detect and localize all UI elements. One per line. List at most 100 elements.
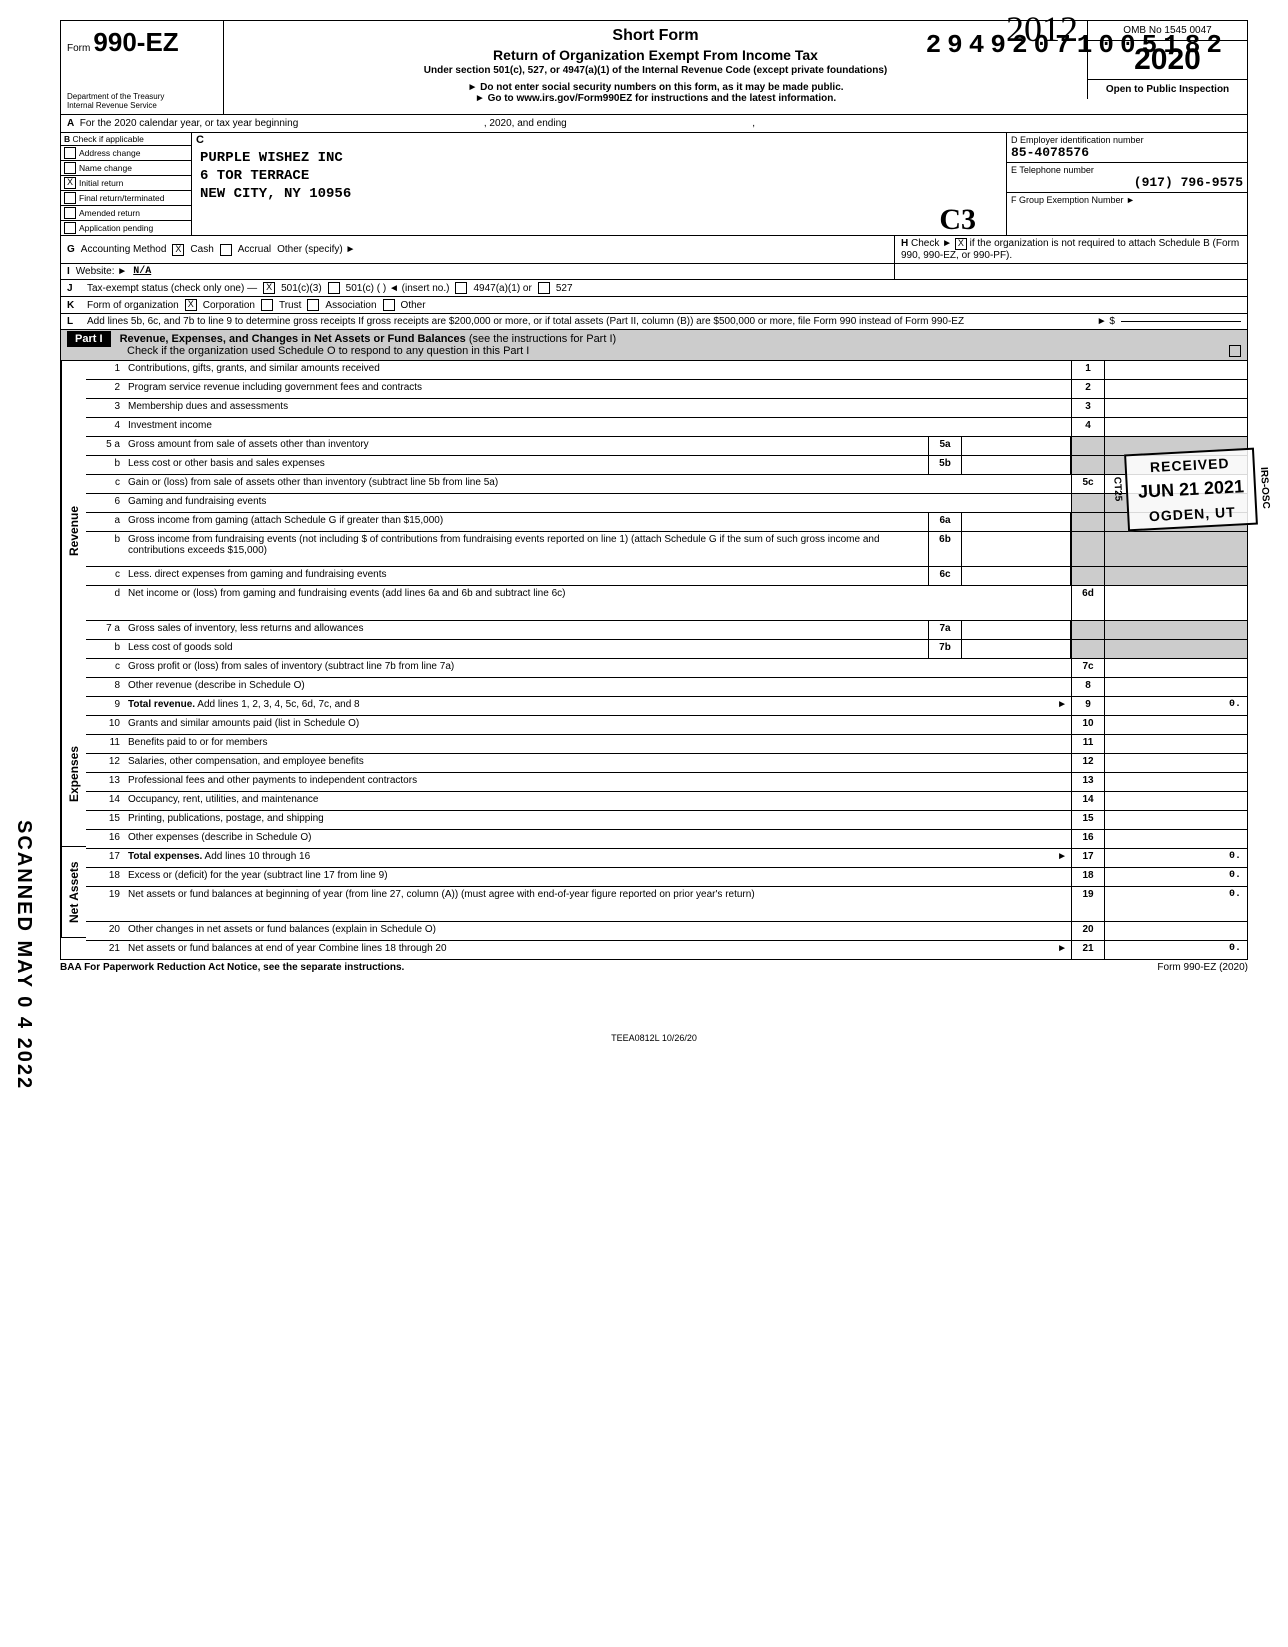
row-num: 2 (86, 380, 124, 398)
k-corp: Corporation (203, 300, 255, 311)
row-r7a: 7 aGross sales of inventory, less return… (86, 621, 1247, 640)
dept-line-2: Internal Revenue Service (67, 101, 164, 110)
row-num: 8 (86, 678, 124, 696)
row-r5b: bLess cost or other basis and sales expe… (86, 456, 1247, 475)
row-r5c: cGain or (loss) from sale of assets othe… (86, 475, 1247, 494)
row-desc: Other expenses (describe in Schedule O) (124, 830, 1071, 848)
row-num: 20 (86, 922, 124, 940)
form-prefix: Form (67, 43, 90, 54)
e-value: (917) 796-9575 (1011, 175, 1243, 190)
row-num: 11 (86, 735, 124, 753)
omb-number: OMB No 1545 0047 (1087, 21, 1247, 41)
row-endval (1105, 586, 1247, 620)
row-num: 6 (86, 494, 124, 512)
row-endval (1105, 922, 1247, 940)
d-label: D Employer identification number (1011, 135, 1144, 145)
opt-application-pending: Application pending (79, 223, 153, 233)
chk-initial-return[interactable]: X (64, 177, 76, 189)
chk-527[interactable] (538, 282, 550, 294)
row-desc: Gain or (loss) from sale of assets other… (124, 475, 1071, 493)
chk-corp[interactable]: X (185, 299, 197, 311)
chk-501c[interactable] (328, 282, 340, 294)
row-endnum: 2 (1071, 380, 1105, 398)
chk-final-return[interactable] (64, 192, 76, 204)
row-r2: 2Program service revenue including gover… (86, 380, 1247, 399)
j-label: J (67, 283, 81, 294)
row-r16: 16Other expenses (describe in Schedule O… (86, 830, 1247, 849)
col-def: D Employer identification number85-40785… (1006, 133, 1247, 235)
opt-final-return: Final return/terminated (79, 193, 165, 203)
g-label: G (67, 244, 75, 255)
j-o4: 527 (556, 283, 573, 294)
row-desc: Net income or (loss) from gaming and fun… (124, 586, 1071, 620)
line-a: A For the 2020 calendar year, or tax yea… (60, 115, 1248, 133)
line-l: L Add lines 5b, 6c, and 7b to line 9 to … (60, 314, 1248, 330)
chk-other[interactable] (383, 299, 395, 311)
row-num: 14 (86, 792, 124, 810)
chk-h[interactable]: X (955, 238, 967, 250)
chk-name-change[interactable] (64, 162, 76, 174)
org-addr2: NEW CITY, NY 10956 (200, 185, 998, 203)
row-endval (1105, 716, 1247, 734)
chk-accrual[interactable] (220, 244, 232, 256)
chk-4947[interactable] (455, 282, 467, 294)
row-midnum: 6b (928, 532, 962, 566)
row-r15: 15Printing, publications, postage, and s… (86, 811, 1247, 830)
part1-title: Revenue, Expenses, and Changes in Net As… (120, 333, 466, 345)
row-endval (1105, 811, 1247, 829)
side-expenses: Expenses (61, 701, 86, 847)
k-other: Other (401, 300, 426, 311)
row-endnum: 16 (1071, 830, 1105, 848)
chk-part1-schedO[interactable] (1229, 345, 1241, 357)
title-goto: Go to www.irs.gov/Form990EZ for instruct… (232, 93, 1079, 104)
chk-application-pending[interactable] (64, 222, 76, 234)
row-desc: Less cost of goods sold (124, 640, 928, 658)
row-desc: Net assets or fund balances at beginning… (124, 887, 1071, 921)
row-endnum (1071, 456, 1105, 474)
row-desc: Gross sales of inventory, less returns a… (124, 621, 928, 639)
chk-assoc[interactable] (307, 299, 319, 311)
k-label: K (67, 300, 81, 311)
row-r6d: dNet income or (loss) from gaming and fu… (86, 586, 1247, 621)
row-desc: Net assets or fund balances at end of ye… (124, 941, 1071, 959)
opt-address-change: Address change (79, 148, 140, 158)
h-text2: if the organization is not required to a… (901, 238, 1239, 261)
row-num: 1 (86, 361, 124, 379)
row-endnum: 12 (1071, 754, 1105, 772)
row-r11: 11Benefits paid to or for members11 (86, 735, 1247, 754)
row-desc: Membership dues and assessments (124, 399, 1071, 417)
line-a-text1: For the 2020 calendar year, or tax year … (80, 118, 298, 129)
row-endnum (1071, 532, 1105, 566)
row-endnum: 5c (1071, 475, 1105, 493)
row-r14: 14Occupancy, rent, utilities, and mainte… (86, 792, 1247, 811)
row-num: c (86, 659, 124, 677)
row-num: 18 (86, 868, 124, 886)
chk-address-change[interactable] (64, 147, 76, 159)
j-text: Tax-exempt status (check only one) — (87, 283, 257, 294)
row-r6: 6Gaming and fundraising events (86, 494, 1247, 513)
title-sub: Under section 501(c), 527, or 4947(a)(1)… (232, 65, 1079, 76)
row-desc: Salaries, other compensation, and employ… (124, 754, 1071, 772)
part1-hint: (see the instructions for Part I) (469, 333, 616, 345)
line-k: K Form of organization XCorporation Trus… (60, 297, 1248, 314)
row-endnum: 10 (1071, 716, 1105, 734)
handwritten-c3: C3 (939, 200, 976, 239)
row-midval (962, 621, 1071, 639)
row-r7c: cGross profit or (loss) from sales of in… (86, 659, 1247, 678)
opt-amended-return: Amended return (79, 208, 140, 218)
footer-baa: BAA For Paperwork Reduction Act Notice, … (60, 962, 404, 973)
chk-amended-return[interactable] (64, 207, 76, 219)
row-midnum: 7b (928, 640, 962, 658)
row-endnum (1071, 513, 1105, 531)
row-desc: Contributions, gifts, grants, and simila… (124, 361, 1071, 379)
row-endnum: 8 (1071, 678, 1105, 696)
chk-501c3[interactable]: X (263, 282, 275, 294)
chk-trust[interactable] (261, 299, 273, 311)
row-endnum: 3 (1071, 399, 1105, 417)
row-desc: Gross income from fundraising events (no… (124, 532, 928, 566)
l-label: L (67, 316, 81, 327)
i-text: Website: ► (76, 266, 127, 277)
l-arrow: ► $ (1097, 316, 1115, 327)
title-main: Return of Organization Exempt From Incom… (232, 47, 1079, 63)
chk-cash[interactable]: X (172, 244, 184, 256)
